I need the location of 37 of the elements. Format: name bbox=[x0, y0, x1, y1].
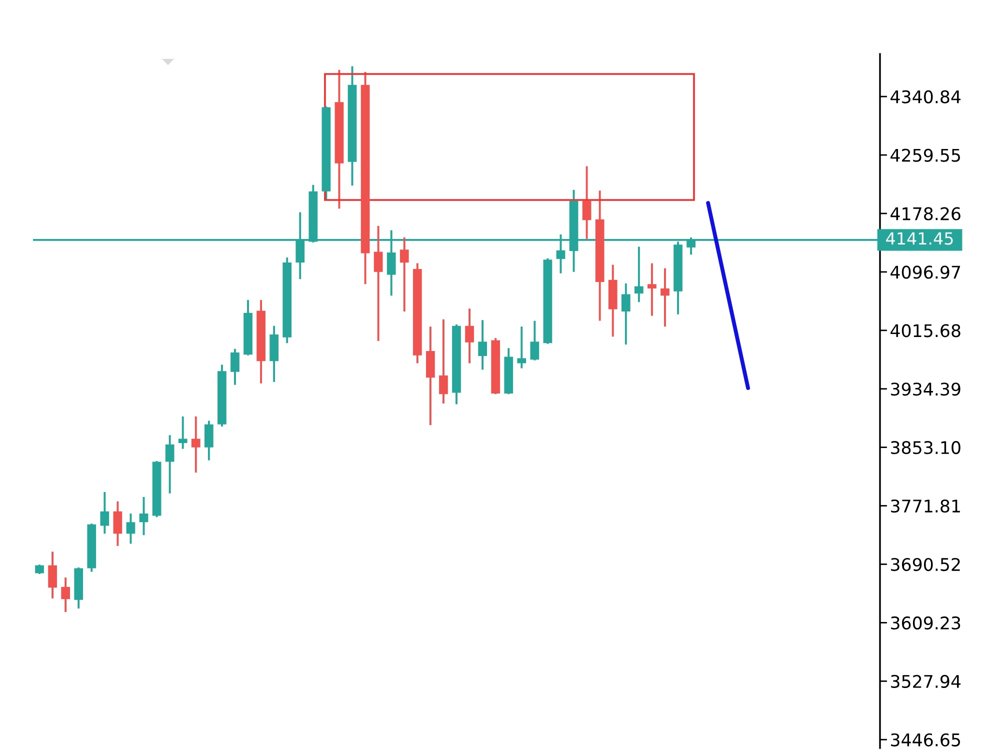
y-tick-label: 4178.26 bbox=[890, 207, 960, 220]
candlestick bbox=[178, 415, 188, 450]
candlestick bbox=[374, 224, 383, 342]
candlestick bbox=[35, 564, 44, 575]
candlestick bbox=[517, 326, 526, 370]
y-tick-label: 4015.68 bbox=[890, 324, 960, 338]
candlestick bbox=[530, 320, 540, 362]
candlestick bbox=[126, 512, 136, 545]
candlestick bbox=[191, 415, 200, 474]
candlestick bbox=[634, 246, 644, 304]
y-tick-label: 3527.94 bbox=[891, 674, 961, 688]
y-tick-label: 3853.10 bbox=[891, 441, 960, 454]
y-tick-label: 3609.23 bbox=[891, 616, 960, 630]
candlestick bbox=[139, 496, 148, 536]
y-tick-label: 3446.65 bbox=[891, 733, 960, 746]
candlestick bbox=[48, 550, 57, 600]
candlestick bbox=[439, 318, 448, 404]
candlestick bbox=[113, 500, 122, 547]
candlestick bbox=[100, 491, 110, 535]
candlestick bbox=[204, 420, 214, 462]
candlestick bbox=[400, 236, 409, 312]
candlestick bbox=[648, 262, 656, 317]
candlestick bbox=[465, 308, 474, 364]
candlestick bbox=[582, 165, 592, 240]
candlestick bbox=[61, 576, 70, 614]
ref-line-label: 4141.45 bbox=[886, 232, 953, 245]
candlestick bbox=[478, 319, 487, 371]
y-tick-label: 3934.39 bbox=[891, 382, 960, 396]
candlestick bbox=[660, 267, 670, 328]
y-tick-label: 4340.84 bbox=[890, 90, 961, 104]
y-tick-label: 4259.55 bbox=[890, 148, 960, 162]
candlestick bbox=[165, 434, 174, 494]
y-tick-label: 3771.81 bbox=[891, 499, 960, 513]
y-tick-label: 3690.52 bbox=[891, 558, 960, 572]
candlestick bbox=[621, 282, 630, 346]
y-tick-label: 4096.97 bbox=[890, 266, 960, 279]
candlestick bbox=[230, 348, 240, 386]
